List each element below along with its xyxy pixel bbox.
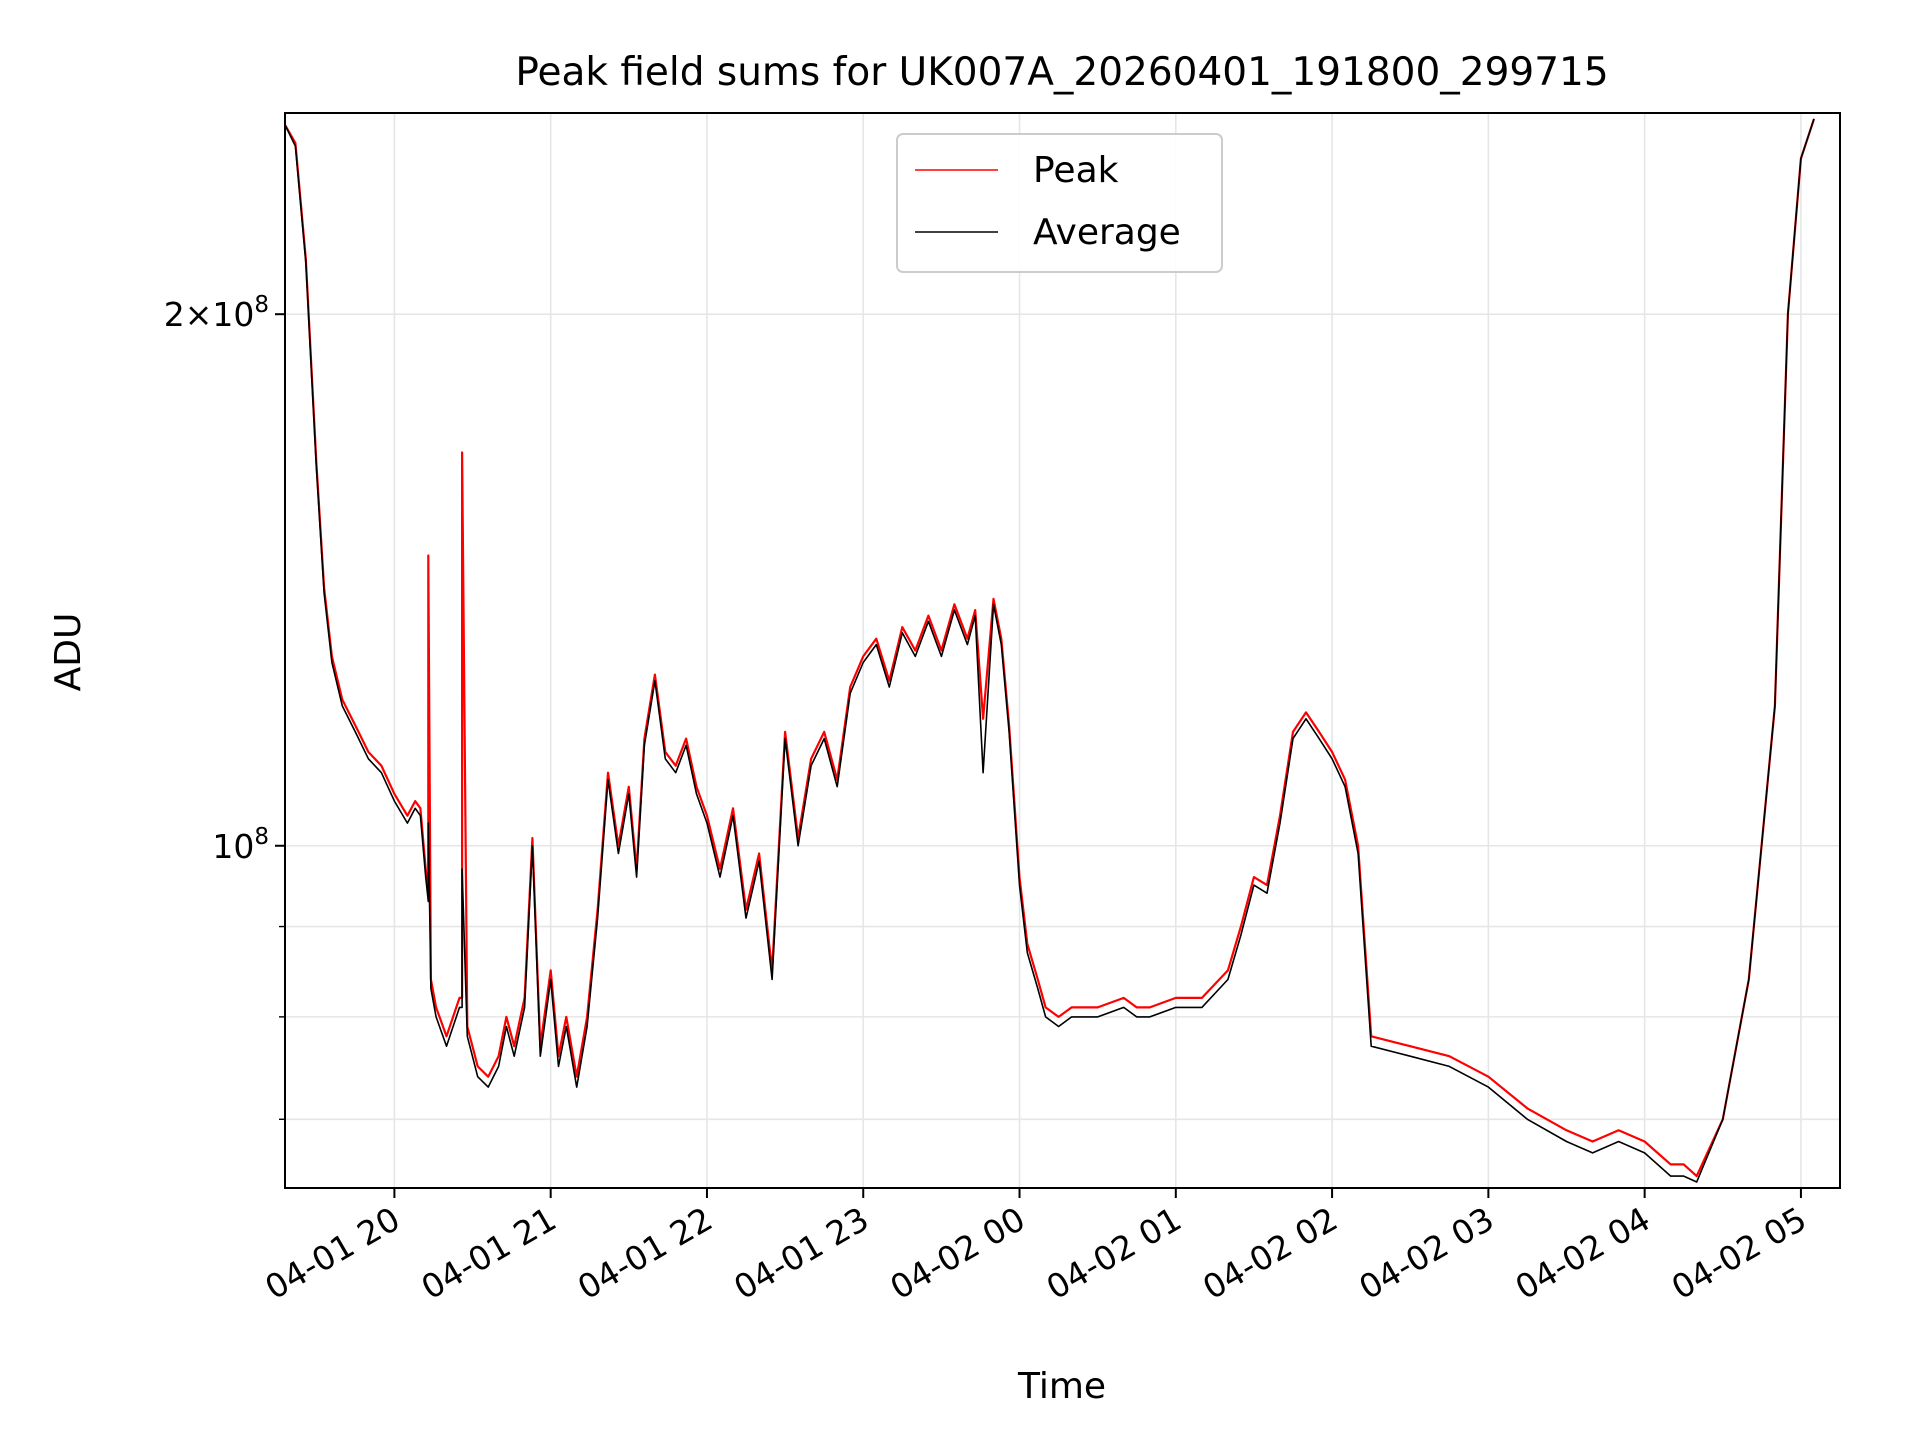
y-axis-label: ADU [48,613,89,692]
plot-frame [284,112,1841,1189]
legend-peak-label: Peak [1033,150,1119,191]
legend: Peak Average [896,133,1223,273]
series-lines [285,118,1816,1183]
grid [285,113,1840,1188]
legend-box [896,133,1223,273]
chart-title: Peak field sums for UK007A_20260401_1918… [515,50,1608,95]
y-tick-label: 2×108 [164,292,269,334]
x-axis-label: Time [1017,1366,1106,1407]
series-line-average [285,118,1815,1183]
series-line-peak [285,118,1816,1178]
legend-average-label: Average [1033,212,1181,253]
